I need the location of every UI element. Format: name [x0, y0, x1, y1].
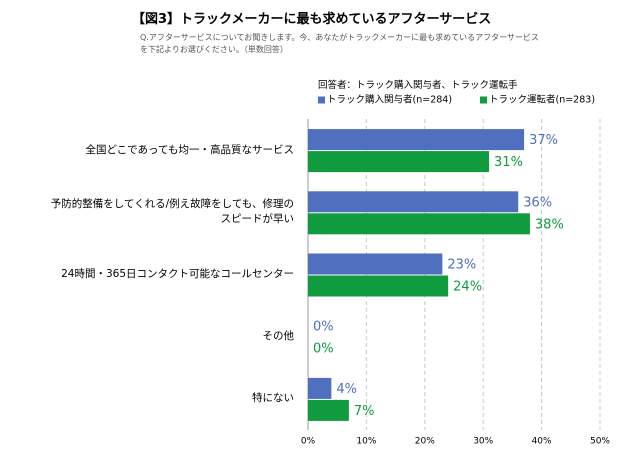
x-tick-label: 10% [356, 437, 376, 447]
bar [308, 253, 443, 275]
legend-label: トラック運転者(n=283) [489, 95, 595, 106]
x-tick-label: 0% [301, 437, 316, 447]
value-label: 4% [336, 382, 357, 397]
legend-swatch [318, 96, 325, 104]
bar [308, 213, 530, 235]
value-label: 36% [523, 195, 552, 210]
x-tick-label: 30% [473, 437, 493, 447]
y-tick-label: その他 [262, 330, 295, 343]
y-tick-label: 特にない [252, 392, 294, 405]
bar [308, 275, 449, 297]
value-label: 0% [313, 342, 334, 357]
subtitle: を下記よりお選びください。（単数回答） [140, 45, 288, 54]
bar [308, 399, 349, 421]
legend-caption: 回答者：トラック購入関与者、トラック運転手 [318, 80, 518, 91]
legend-swatch [480, 96, 487, 104]
y-tick-label: 予防的整備をしてくれる/例え故障をしても、修理の スピードが早い [50, 198, 294, 226]
y-tick-label: 24時間・365日コンタクト可能なコールセンター [61, 268, 294, 280]
bar [308, 377, 332, 399]
x-tick-label: 50% [590, 437, 610, 447]
y-tick-label: 全国どこであっても均一・高品質なサービス [85, 143, 294, 156]
subtitle: Q.アフターサービスについてお聞きします。今、あなたがトラックメーカーに最も求め… [140, 33, 539, 42]
value-label: 23% [447, 258, 476, 273]
bar [308, 129, 525, 151]
value-label: 24% [453, 280, 482, 295]
x-tick-label: 20% [415, 437, 435, 447]
value-label: 7% [354, 404, 375, 419]
bar [308, 191, 519, 213]
legend-label: トラック購入関与者(n=284) [327, 94, 452, 106]
x-tick-label: 40% [532, 437, 552, 447]
value-label: 37% [529, 133, 558, 148]
value-label: 0% [313, 320, 334, 335]
bar [308, 151, 490, 173]
chart-title: 【図3】トラックメーカーに最も求めているアフターサービス [132, 12, 492, 27]
value-label: 38% [535, 217, 564, 232]
value-label: 31% [494, 155, 523, 170]
